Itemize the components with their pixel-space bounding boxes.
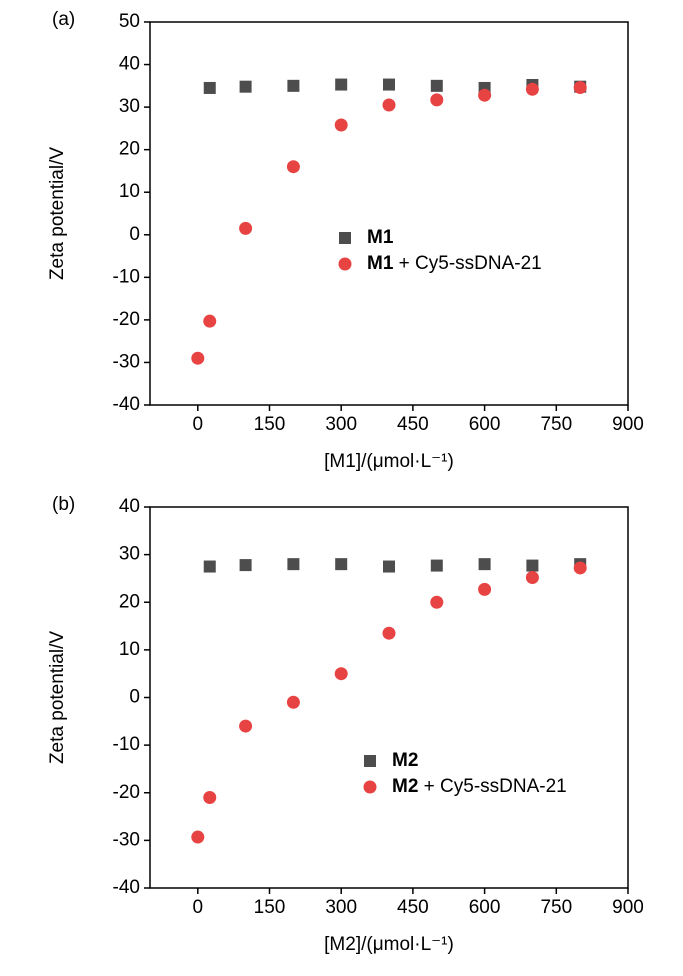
x-tick-label: 900 (612, 414, 644, 435)
data-point (383, 78, 395, 91)
data-point (430, 559, 443, 572)
y-tick-label: 10 (119, 639, 140, 660)
data-point (287, 558, 300, 571)
data-point (382, 98, 396, 112)
x-tick-label: 450 (397, 414, 429, 435)
x-tick-label: 300 (325, 414, 357, 435)
data-point (478, 582, 492, 596)
y-tick-label: -10 (113, 734, 140, 755)
y-tick-label: 40 (119, 496, 140, 517)
data-point (287, 79, 300, 92)
y-tick-label: -40 (113, 394, 140, 415)
data-point (382, 626, 396, 640)
y-tick-label: 10 (119, 181, 140, 202)
y-tick-label: 0 (129, 687, 140, 708)
y-tick-label: -20 (113, 782, 140, 803)
data-point (478, 558, 491, 571)
panel-label: (a) (52, 9, 75, 30)
legend-marker (363, 780, 377, 794)
data-point (286, 695, 300, 709)
data-point (239, 221, 253, 235)
x-tick-label: 600 (469, 414, 501, 435)
y-tick-label: -30 (113, 829, 140, 850)
data-point (430, 93, 444, 107)
data-point (573, 561, 587, 575)
x-tick-label: 600 (469, 897, 501, 918)
y-tick-label: 30 (119, 544, 140, 565)
data-point (525, 82, 539, 96)
x-tick-label: 0 (193, 897, 204, 918)
data-point (383, 560, 395, 573)
data-point (335, 558, 348, 571)
legend-label: M1 + Cy5-ssDNA-21 (367, 253, 542, 274)
y-axis-label: Zeta potential/V (47, 147, 68, 280)
y-tick-label: 20 (119, 591, 140, 612)
data-point (203, 314, 217, 328)
data-point (191, 830, 205, 844)
x-tick-label: 150 (254, 897, 286, 918)
data-point (203, 560, 216, 573)
y-tick-label: 30 (119, 96, 140, 117)
x-tick-label: 0 (193, 414, 204, 435)
data-point (286, 160, 300, 174)
data-point (191, 351, 205, 365)
y-tick-label: 50 (119, 11, 140, 32)
plot-frame (149, 21, 629, 406)
legend-label: M2 + Cy5-ssDNA-21 (392, 776, 567, 797)
x-tick-label: 450 (397, 897, 429, 918)
data-point (203, 81, 216, 94)
y-tick-label: 0 (129, 224, 140, 245)
legend-marker (339, 232, 351, 244)
data-point (430, 79, 443, 92)
x-tick-label: 750 (540, 414, 572, 435)
x-tick-label: 150 (254, 414, 286, 435)
x-tick-label: 750 (540, 897, 572, 918)
x-tick-label: 900 (612, 897, 644, 918)
y-tick-label: 40 (119, 54, 140, 75)
panel-label: (b) (52, 494, 75, 515)
y-tick-label: -10 (113, 266, 140, 287)
y-axis-label: Zeta potential/V (47, 631, 68, 764)
x-axis-label: [M2]/(μmol·L⁻¹) (324, 934, 454, 955)
data-point (526, 559, 539, 572)
y-tick-label: 20 (119, 139, 140, 160)
data-point (239, 80, 252, 93)
data-point (239, 719, 253, 733)
legend-marker (364, 755, 376, 767)
data-point (478, 88, 492, 102)
y-tick-label: -30 (113, 351, 140, 372)
y-tick-label: -20 (113, 309, 140, 330)
y-tick-label: -40 (113, 877, 140, 898)
legend-label: M1 (367, 227, 394, 248)
x-axis-label: [M1]/(μmol·L⁻¹) (324, 451, 454, 472)
data-point (203, 791, 217, 805)
data-point (334, 667, 348, 681)
data-point (334, 118, 348, 132)
data-point (430, 595, 444, 609)
data-point (335, 78, 348, 91)
data-point (525, 570, 539, 584)
data-point (239, 559, 252, 572)
legend-label: M2 (392, 750, 418, 771)
data-point (573, 81, 587, 95)
legend-marker (338, 257, 352, 271)
x-tick-label: 300 (325, 897, 357, 918)
